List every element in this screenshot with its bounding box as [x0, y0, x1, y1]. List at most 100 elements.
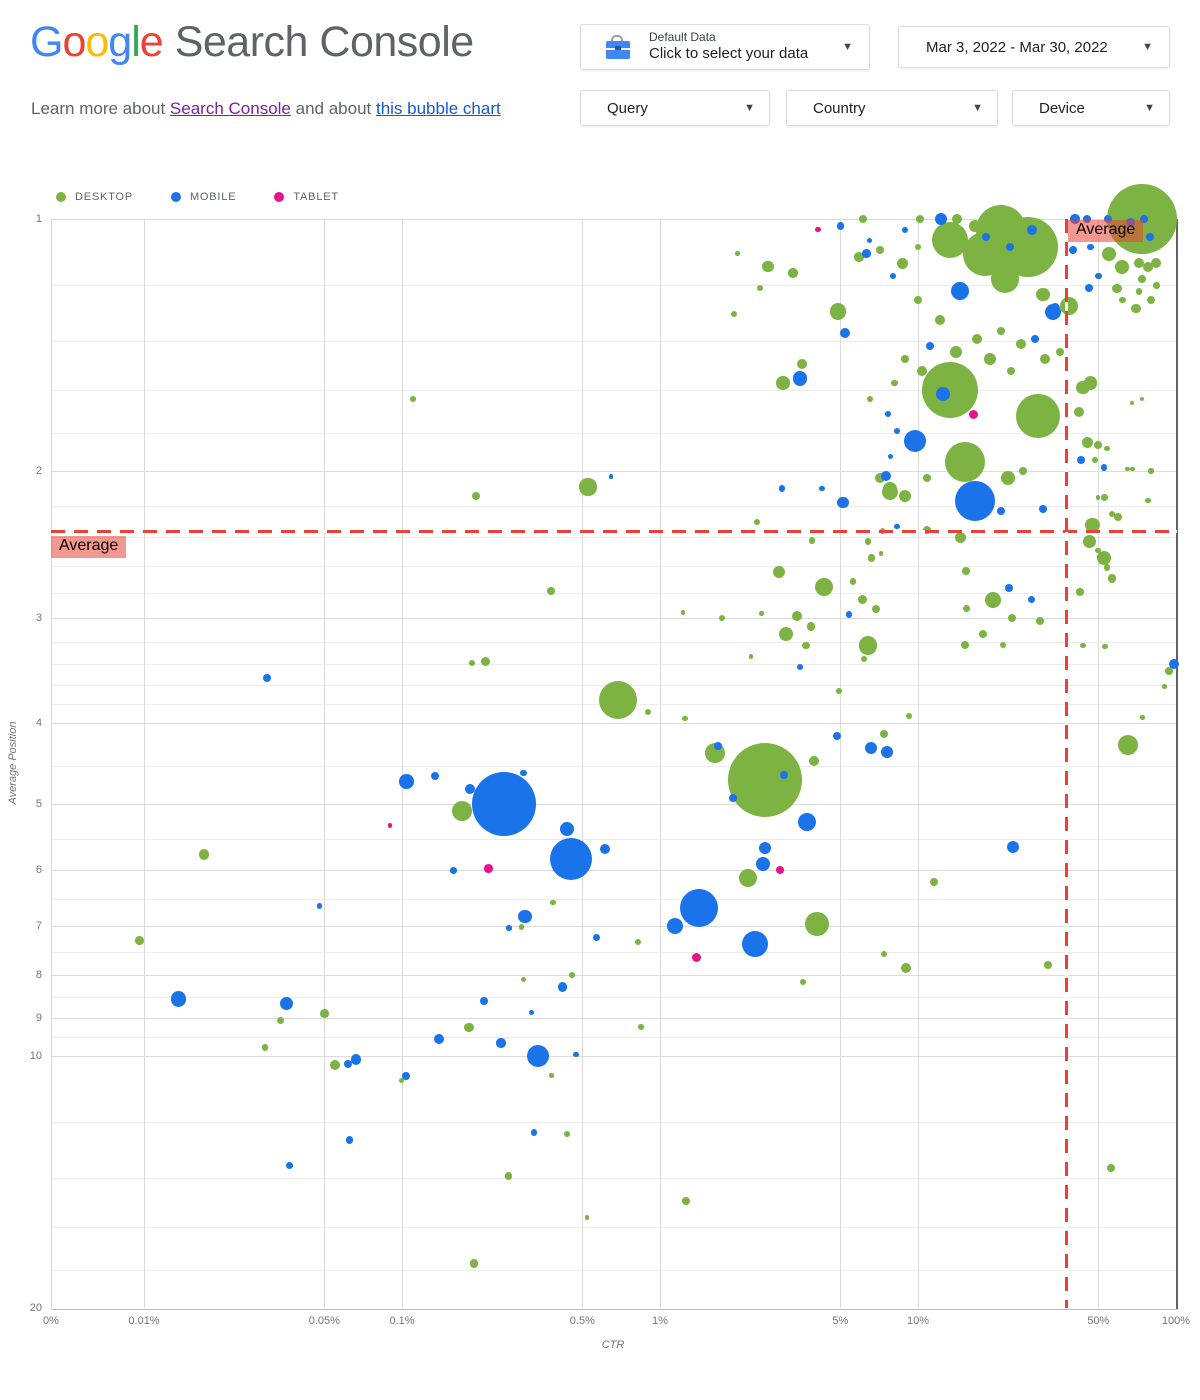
bubble-mobile[interactable] [592, 934, 600, 942]
filter-query[interactable]: Query ▼ [580, 90, 770, 126]
bubble-desktop[interactable] [277, 1016, 285, 1025]
bubble-desktop[interactable] [719, 615, 726, 622]
bubble-desktop[interactable] [584, 1215, 590, 1221]
bubble-mobile[interactable] [836, 222, 845, 230]
bubble-desktop[interactable] [1129, 401, 1134, 406]
bubble-mobile[interactable] [1100, 464, 1108, 471]
bubble-desktop[interactable] [901, 963, 912, 974]
bubble-desktop[interactable] [984, 591, 1001, 608]
bubble-desktop[interactable] [1097, 553, 1103, 560]
bubble-desktop[interactable] [1016, 394, 1061, 439]
bubble-desktop[interactable] [1117, 735, 1138, 756]
bubble-desktop[interactable] [915, 243, 921, 250]
bubble-desktop[interactable] [796, 358, 807, 369]
bubble-desktop[interactable] [1015, 338, 1026, 349]
bubble-desktop[interactable] [960, 641, 969, 650]
bubble-desktop[interactable] [990, 265, 1019, 294]
bubble-mobile[interactable] [480, 997, 489, 1006]
bubble-desktop[interactable] [599, 680, 638, 719]
bubble-desktop[interactable] [682, 715, 688, 722]
bubble-desktop[interactable] [550, 899, 556, 905]
bubble-tablet[interactable] [387, 822, 393, 828]
bubble-desktop[interactable] [1085, 517, 1100, 533]
bubble-mobile[interactable] [1006, 841, 1019, 854]
bubble-mobile[interactable] [755, 856, 770, 871]
bubble-desktop[interactable] [320, 1009, 330, 1019]
bubble-desktop[interactable] [398, 1077, 404, 1084]
bubble-desktop[interactable] [949, 345, 962, 358]
bubble-desktop[interactable] [634, 938, 641, 945]
bubble-mobile[interactable] [680, 889, 719, 928]
bubble-desktop[interactable] [548, 1073, 554, 1078]
bubble-desktop[interactable] [1113, 513, 1122, 522]
bubble-mobile[interactable] [951, 282, 970, 301]
bubble-mobile[interactable] [792, 371, 808, 386]
bubble-mobile[interactable] [925, 342, 934, 351]
bubble-desktop[interactable] [731, 311, 738, 318]
bubble-desktop[interactable] [806, 622, 816, 632]
bubble-mobile[interactable] [600, 843, 611, 854]
bubble-desktop[interactable] [1007, 614, 1016, 623]
bubble-desktop[interactable] [891, 379, 898, 387]
bubble-mobile[interactable] [464, 783, 475, 794]
bubble-desktop[interactable] [1107, 1163, 1116, 1172]
bubble-desktop[interactable] [759, 611, 765, 616]
bubble-mobile[interactable] [837, 496, 849, 508]
bubble-mobile[interactable] [1087, 243, 1094, 251]
bubble-desktop[interactable] [914, 296, 922, 305]
bubble-mobile[interactable] [1104, 215, 1113, 223]
bubble-mobile[interactable] [350, 1054, 362, 1065]
bubble-mobile[interactable] [982, 232, 991, 241]
bubble-mobile[interactable] [550, 838, 593, 881]
bubble-mobile[interactable] [880, 471, 891, 482]
bubble-desktop[interactable] [1146, 296, 1155, 305]
bubble-desktop[interactable] [1162, 684, 1167, 689]
bubble-mobile[interactable] [430, 772, 439, 781]
bubble-desktop[interactable] [999, 642, 1006, 649]
bubble-desktop[interactable] [1153, 281, 1160, 289]
bubble-desktop[interactable] [867, 554, 876, 562]
bubble-desktop[interactable] [944, 441, 985, 482]
bubble-mobile[interactable] [1168, 658, 1179, 669]
bubble-desktop[interactable] [1148, 468, 1154, 474]
bubble-desktop[interactable] [1076, 588, 1085, 596]
bubble-desktop[interactable] [935, 314, 946, 325]
bubble-mobile[interactable] [471, 772, 536, 837]
bubble-desktop[interactable] [1139, 715, 1145, 720]
bubble-mobile[interactable] [1027, 224, 1038, 235]
bubble-desktop[interactable] [809, 755, 820, 766]
bubble-mobile[interactable] [881, 745, 894, 758]
bubble-desktop[interactable] [861, 655, 868, 662]
bubble-mobile[interactable] [518, 909, 532, 924]
bubble-desktop[interactable] [997, 326, 1006, 335]
bubble-desktop[interactable] [814, 577, 833, 596]
bubble-desktop[interactable] [518, 924, 524, 930]
bubble-tablet[interactable] [483, 864, 493, 873]
bubble-desktop[interactable] [1102, 643, 1108, 650]
bubble-desktop[interactable] [680, 609, 686, 615]
bubble-mobile[interactable] [1049, 303, 1061, 315]
filter-country[interactable]: Country ▼ [786, 90, 998, 126]
bubble-mobile[interactable] [839, 328, 850, 339]
bubble-desktop[interactable] [962, 566, 971, 575]
bubble-desktop[interactable] [261, 1043, 269, 1051]
bubble-mobile[interactable] [506, 925, 512, 931]
bubble-desktop[interactable] [858, 635, 878, 655]
bubble-desktop[interactable] [905, 712, 912, 719]
bubble-desktop[interactable] [1007, 367, 1016, 376]
bubble-desktop[interactable] [1151, 258, 1162, 269]
bubble-mobile[interactable] [345, 1136, 354, 1144]
bubble-desktop[interactable] [776, 376, 790, 390]
bubble-desktop[interactable] [1055, 347, 1064, 356]
bubble-desktop[interactable] [1107, 574, 1117, 584]
bubble-mobile[interactable] [1084, 284, 1093, 293]
bubble-desktop[interactable] [896, 257, 909, 270]
bubble-mobile[interactable] [399, 774, 414, 789]
bubble-desktop[interactable] [1082, 436, 1094, 449]
bubble-desktop[interactable] [874, 473, 885, 484]
bubble-mobile[interactable] [279, 996, 294, 1011]
filter-device[interactable]: Device ▼ [1012, 90, 1170, 126]
bubble-desktop[interactable] [854, 252, 864, 262]
bubble-desktop[interactable] [1001, 471, 1016, 486]
bubble-tablet[interactable] [968, 409, 978, 419]
